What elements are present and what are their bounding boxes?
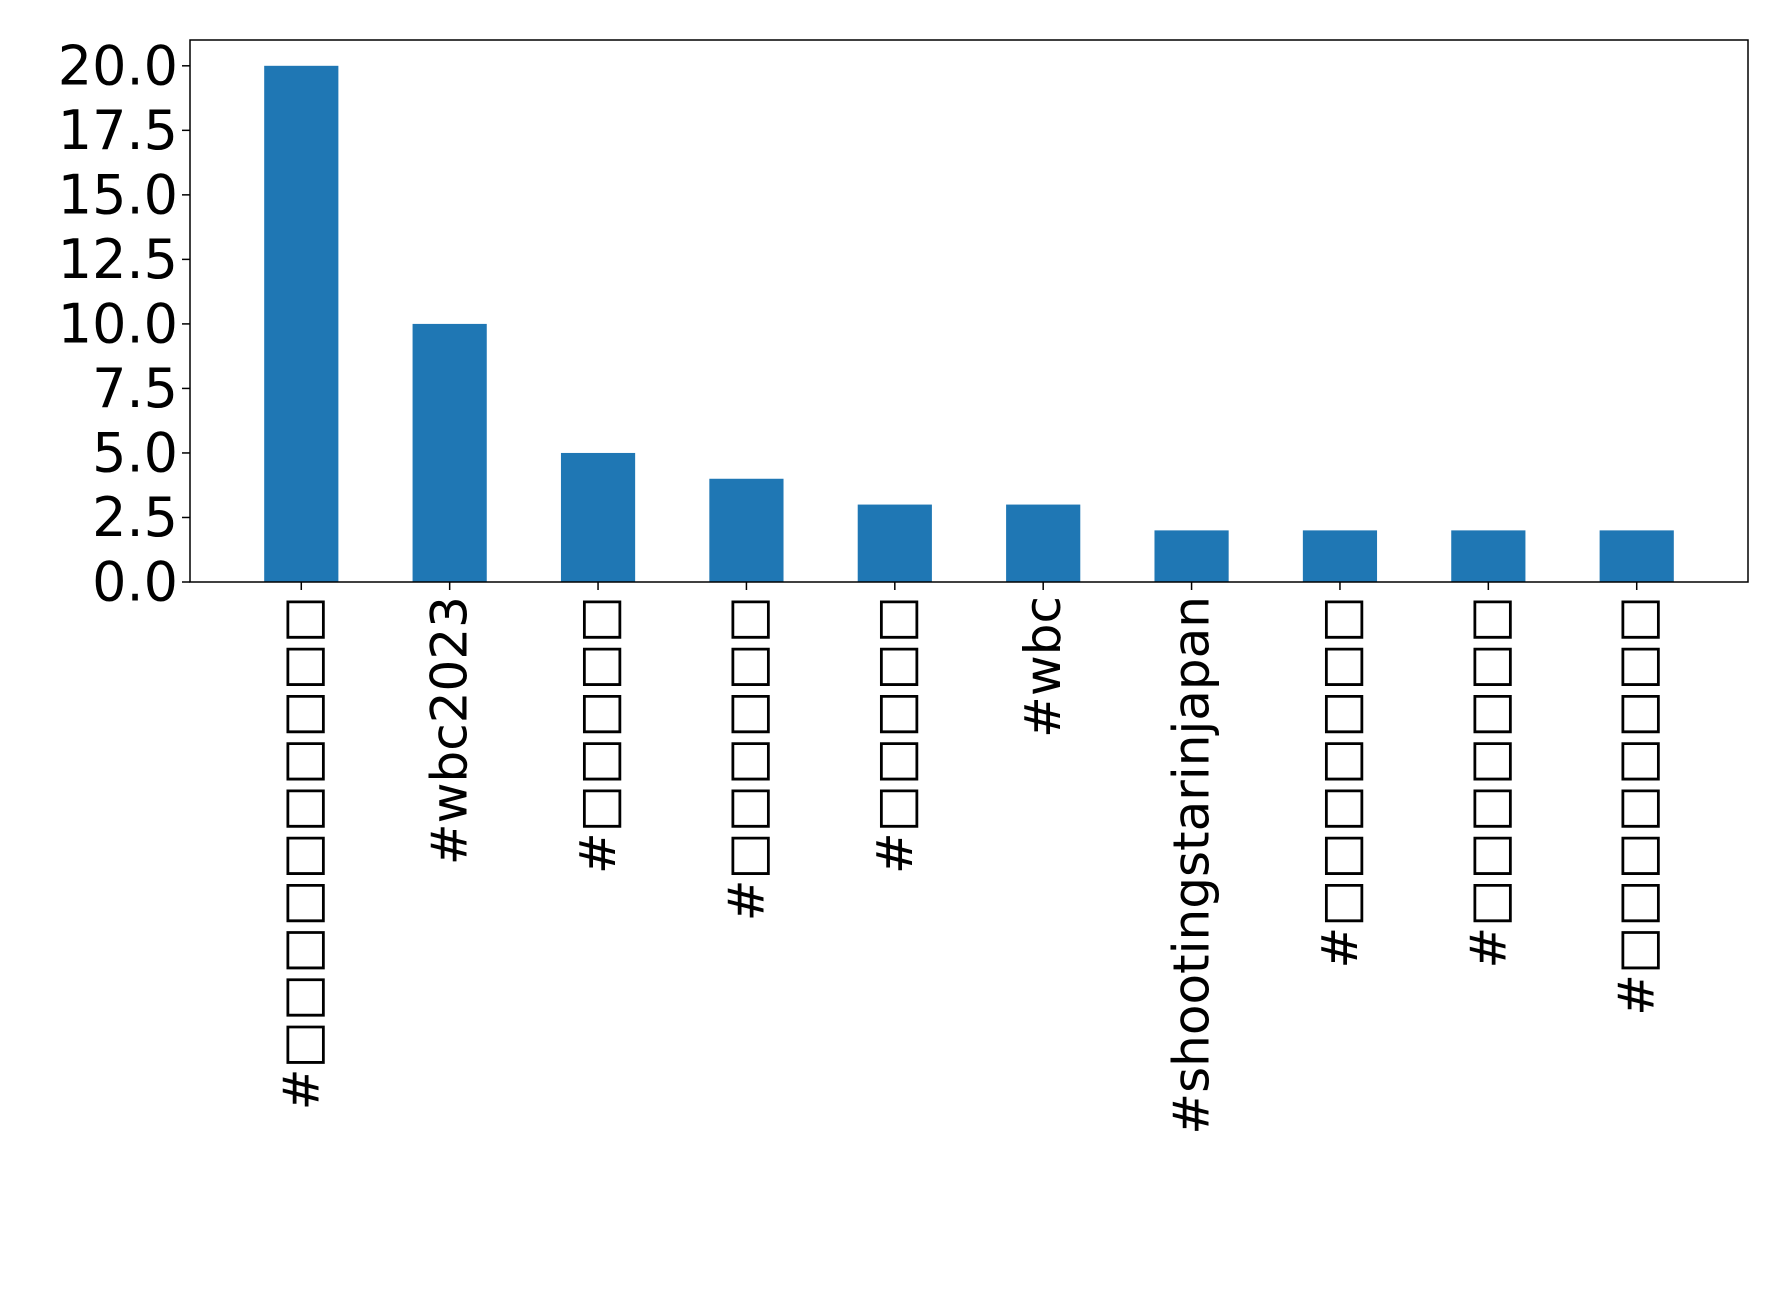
x-axis: #□□□□□□□□□□ #wbc2023 #□□□□□ #□□□□□□ #□□□□□ #w… bbox=[272, 582, 1666, 1135]
bar bbox=[1302, 530, 1378, 582]
y-tick-label: 5.0 bbox=[92, 421, 178, 484]
y-tick-label: 10.0 bbox=[58, 292, 178, 355]
bar bbox=[857, 504, 932, 582]
bar bbox=[412, 323, 487, 582]
y-axis: 0.02.55.07.510.012.515.017.520.0 bbox=[58, 34, 190, 614]
y-tick-label: 15.0 bbox=[58, 163, 178, 226]
x-tick-label: #shootingstarinjapan bbox=[1163, 596, 1221, 1135]
x-tick-label: #wbc2023 bbox=[421, 596, 479, 865]
y-tick-label: 7.5 bbox=[92, 357, 178, 420]
x-tick-label: #□□□□□□□□□□ bbox=[272, 596, 330, 1110]
x-tick-label: #wbc bbox=[1014, 596, 1072, 738]
bar bbox=[1451, 530, 1526, 582]
bar bbox=[264, 65, 339, 583]
x-tick-label: #□□□□□□□ bbox=[1311, 596, 1369, 969]
x-tick-label: #□□□□□□□ bbox=[1459, 596, 1517, 969]
plot-frame bbox=[189, 39, 1749, 583]
y-tick-label: 17.5 bbox=[58, 99, 178, 162]
bar bbox=[1006, 504, 1081, 582]
y-tick-label: 2.5 bbox=[92, 486, 178, 549]
x-tick-label: #□□□□□ bbox=[866, 596, 924, 874]
bar bbox=[1599, 530, 1674, 582]
x-tick-label: #□□□□□□□□ bbox=[1608, 596, 1666, 1016]
y-tick-label: 0.0 bbox=[92, 551, 178, 614]
y-tick-label: 12.5 bbox=[58, 228, 178, 291]
bar bbox=[560, 452, 636, 582]
y-tick-label: 20.0 bbox=[58, 34, 178, 97]
bar bbox=[1154, 530, 1229, 582]
x-tick-label: #□□□□□□ bbox=[717, 596, 775, 921]
bar bbox=[709, 478, 784, 582]
x-tick-label: #□□□□□ bbox=[569, 596, 627, 874]
bars-group bbox=[264, 65, 1674, 583]
